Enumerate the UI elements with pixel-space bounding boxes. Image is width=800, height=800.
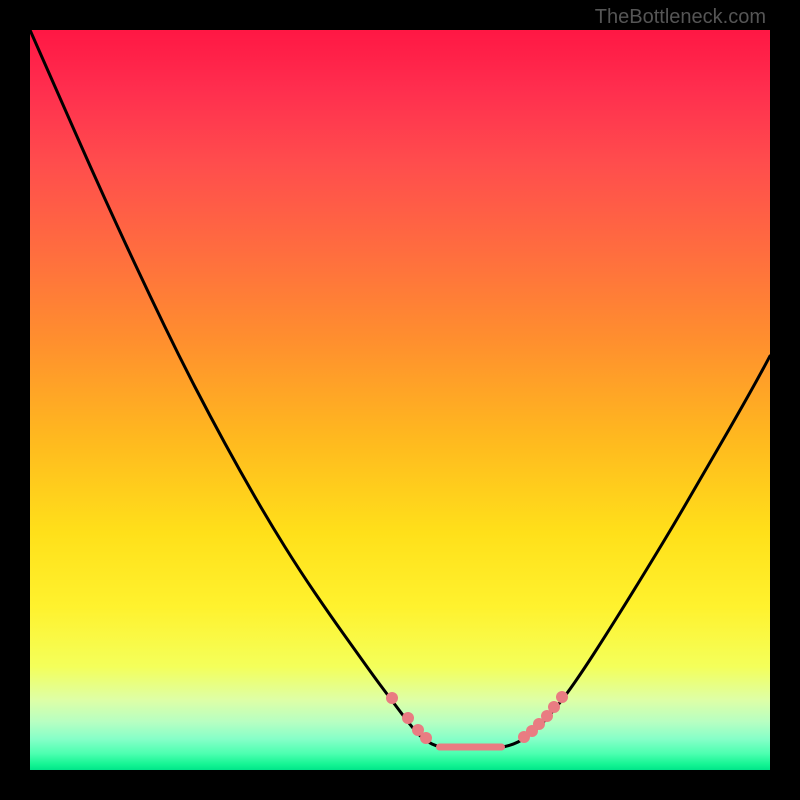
curve-marker-dot bbox=[420, 732, 432, 744]
chart-frame: TheBottleneck.com bbox=[0, 0, 800, 800]
plot-area bbox=[30, 30, 770, 770]
curve-overlay bbox=[30, 30, 770, 770]
curve-marker-dot bbox=[548, 701, 560, 713]
watermark-text: TheBottleneck.com bbox=[595, 6, 766, 29]
curve-marker-dot bbox=[402, 712, 414, 724]
curve-marker-segment bbox=[436, 744, 505, 751]
bottleneck-curve bbox=[30, 30, 770, 749]
curve-marker-dot bbox=[386, 692, 398, 704]
curve-marker-dot bbox=[556, 691, 568, 703]
curve-markers bbox=[386, 691, 568, 751]
